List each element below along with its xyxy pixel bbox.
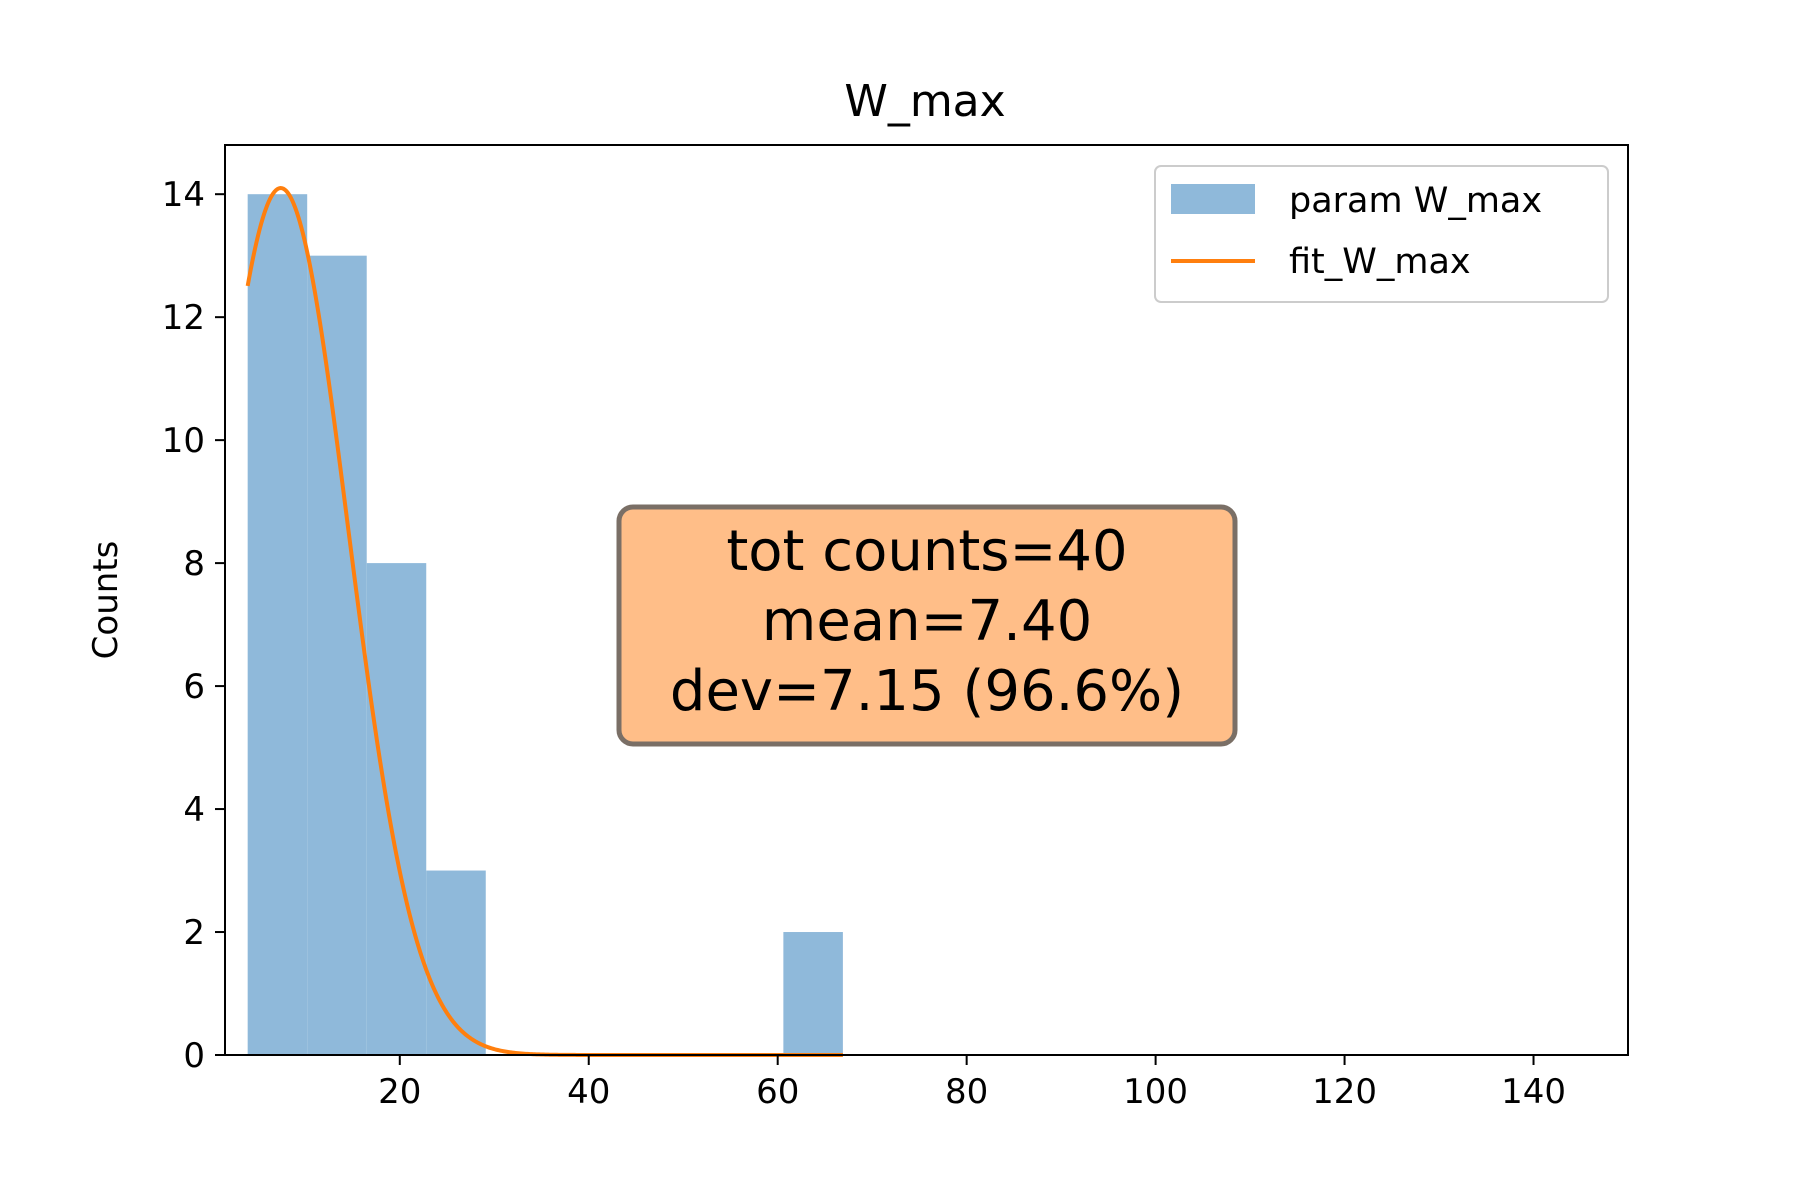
plot-frame xyxy=(224,144,1629,1056)
legend: param W_max fit_W_max xyxy=(1154,165,1609,303)
y-tick-label: 6 xyxy=(183,667,205,707)
stats-mean: mean=7.40 xyxy=(762,589,1092,654)
y-tick-label: 12 xyxy=(162,298,205,338)
x-tick-label: 20 xyxy=(378,1072,421,1112)
stats-annotation: tot counts=40 mean=7.40 dev=7.15 (96.6%) xyxy=(616,504,1238,747)
legend-histogram-swatch xyxy=(1171,184,1255,214)
legend-frame xyxy=(1154,165,1609,303)
y-axis-ticks: 0 2 4 6 8 10 12 14 xyxy=(162,175,225,1076)
legend-fit-label: fit_W_max xyxy=(1289,242,1471,282)
x-tick-label: 100 xyxy=(1123,1072,1188,1112)
y-tick-label: 14 xyxy=(162,175,205,215)
x-tick-label: 40 xyxy=(567,1072,610,1112)
y-tick-label: 8 xyxy=(183,544,205,584)
histogram-bar xyxy=(247,194,308,1055)
y-tick-label: 4 xyxy=(183,790,205,830)
histogram-bars xyxy=(247,194,843,1056)
stats-total-counts: tot counts=40 xyxy=(726,519,1127,584)
legend-histogram-label: param W_max xyxy=(1289,181,1542,221)
stats-deviation: dev=7.15 (96.6%) xyxy=(670,659,1184,724)
histogram-bar xyxy=(307,255,367,1056)
x-axis-ticks: 20 40 60 80 100 120 140 xyxy=(378,1055,1566,1112)
x-tick-label: 120 xyxy=(1312,1072,1377,1112)
chart-title: W_max xyxy=(844,76,1005,127)
stats-box xyxy=(616,504,1238,747)
histogram-bar xyxy=(783,932,843,1055)
x-tick-label: 80 xyxy=(945,1072,988,1112)
y-tick-label: 10 xyxy=(162,421,205,461)
y-axis-label: Counts xyxy=(86,541,126,660)
y-tick-label: 0 xyxy=(183,1036,205,1076)
x-tick-label: 60 xyxy=(756,1072,799,1112)
y-tick-label: 2 xyxy=(183,913,205,953)
histogram-bar xyxy=(366,563,427,1055)
x-tick-label: 140 xyxy=(1501,1072,1566,1112)
